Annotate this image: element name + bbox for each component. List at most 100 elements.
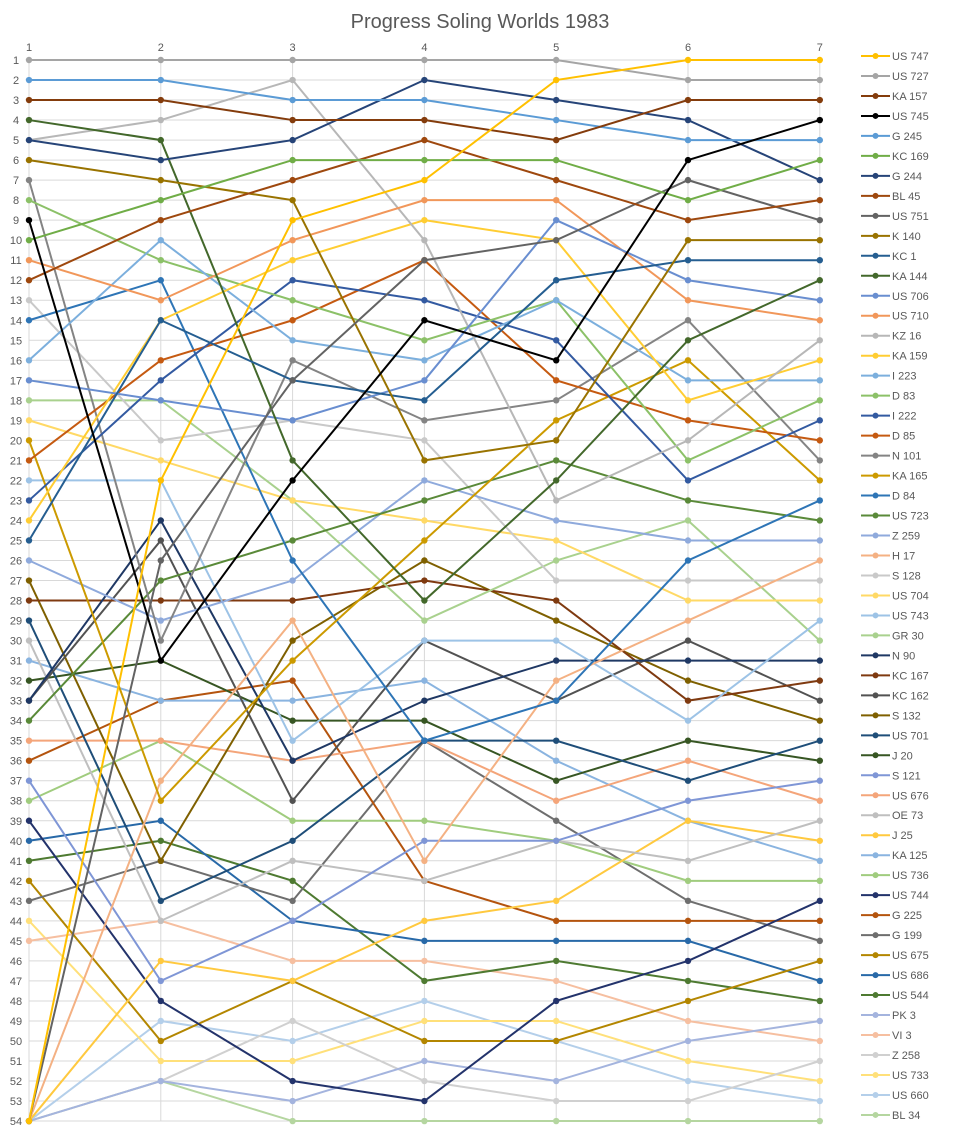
data-point — [289, 577, 296, 584]
data-point — [553, 236, 560, 244]
legend-dot-marker — [872, 592, 879, 599]
data-point — [421, 837, 428, 844]
data-point — [684, 757, 692, 764]
data-point — [684, 357, 692, 364]
legend-dot-marker — [872, 92, 879, 99]
data-point — [289, 116, 296, 124]
data-point — [157, 457, 164, 464]
data-point — [421, 56, 428, 64]
data-point — [289, 1057, 296, 1065]
data-point — [816, 757, 823, 764]
data-point — [684, 337, 692, 344]
data-point — [816, 297, 823, 304]
y-tick-label: 42 — [10, 876, 22, 888]
data-point — [684, 457, 692, 464]
data-point — [684, 56, 692, 64]
legend-item: KC 1 — [861, 251, 916, 263]
data-point — [684, 236, 692, 244]
y-tick-label: 10 — [10, 235, 22, 247]
series-i-223 — [25, 236, 823, 384]
legend-label: H 17 — [892, 551, 915, 563]
legend-dot-marker — [872, 532, 879, 539]
data-point — [684, 277, 692, 284]
data-point — [816, 196, 823, 204]
legend-dot-marker — [872, 412, 879, 419]
legend-dot-marker — [872, 852, 879, 859]
data-point — [684, 917, 692, 925]
data-point — [25, 917, 33, 925]
data-point — [684, 196, 692, 204]
data-point — [816, 617, 823, 624]
legend-dot-marker — [872, 672, 879, 679]
data-point — [553, 477, 560, 484]
data-point — [816, 817, 823, 824]
data-point — [816, 477, 823, 484]
legend-label: D 84 — [892, 491, 915, 503]
data-point — [684, 677, 692, 684]
data-point — [553, 897, 560, 905]
data-point — [421, 257, 428, 264]
legend-item: S 121 — [861, 770, 921, 782]
y-tick-label: 12 — [10, 275, 22, 287]
data-point — [684, 437, 692, 444]
legend-label: BL 34 — [892, 1110, 920, 1122]
series-us-745 — [25, 116, 823, 664]
data-point — [421, 917, 428, 925]
legend-label: GR 30 — [892, 630, 924, 642]
data-point — [816, 937, 823, 945]
data-point — [553, 977, 560, 985]
data-point — [816, 997, 823, 1005]
legend-item: US 751 — [861, 211, 929, 223]
data-point — [157, 357, 164, 364]
series-kc-169 — [25, 156, 823, 244]
data-point — [684, 517, 692, 524]
data-point — [25, 297, 33, 304]
data-point — [816, 96, 823, 104]
legend-item: I 223 — [861, 371, 916, 383]
legend-label: KZ 16 — [892, 331, 921, 343]
legend-item: KC 167 — [861, 670, 929, 682]
data-point — [25, 777, 33, 784]
data-point — [289, 156, 296, 164]
data-point — [816, 156, 823, 164]
data-point — [684, 1097, 692, 1105]
data-point — [289, 337, 296, 344]
data-point — [421, 637, 428, 644]
data-point — [816, 497, 823, 504]
data-point — [421, 537, 428, 544]
legend-label: Z 258 — [892, 1050, 920, 1062]
data-point — [553, 76, 560, 84]
y-tick-label: 1 — [13, 55, 19, 67]
y-tick-label: 47 — [10, 976, 22, 988]
legend-label: I 222 — [892, 411, 916, 423]
legend-label: US 751 — [892, 211, 929, 223]
data-point — [684, 136, 692, 144]
legend-dot-marker — [872, 612, 879, 619]
legend-dot-marker — [872, 152, 879, 159]
data-point — [553, 96, 560, 104]
y-tick-label: 46 — [10, 956, 22, 968]
legend-label: S 128 — [892, 570, 921, 582]
data-point — [421, 116, 428, 124]
legend-dot-marker — [872, 352, 879, 359]
legend-item: US 743 — [861, 610, 929, 622]
data-point — [421, 136, 428, 144]
legend-dot-marker — [872, 892, 879, 899]
data-point — [553, 697, 560, 704]
data-point — [421, 577, 428, 584]
data-point — [157, 1037, 164, 1045]
legend-dot-marker — [872, 432, 879, 439]
data-point — [816, 1117, 823, 1125]
data-point — [289, 497, 296, 504]
data-point — [816, 457, 823, 464]
data-point — [25, 1117, 33, 1125]
y-tick-label: 36 — [10, 756, 22, 768]
data-point — [421, 437, 428, 444]
legend-label: KA 165 — [892, 471, 927, 483]
series-us-706 — [25, 216, 823, 424]
y-tick-label: 7 — [13, 175, 19, 187]
legend-dot-marker — [872, 53, 879, 59]
data-point — [816, 76, 823, 84]
legend-label: US 723 — [892, 511, 929, 523]
data-point — [289, 697, 296, 704]
